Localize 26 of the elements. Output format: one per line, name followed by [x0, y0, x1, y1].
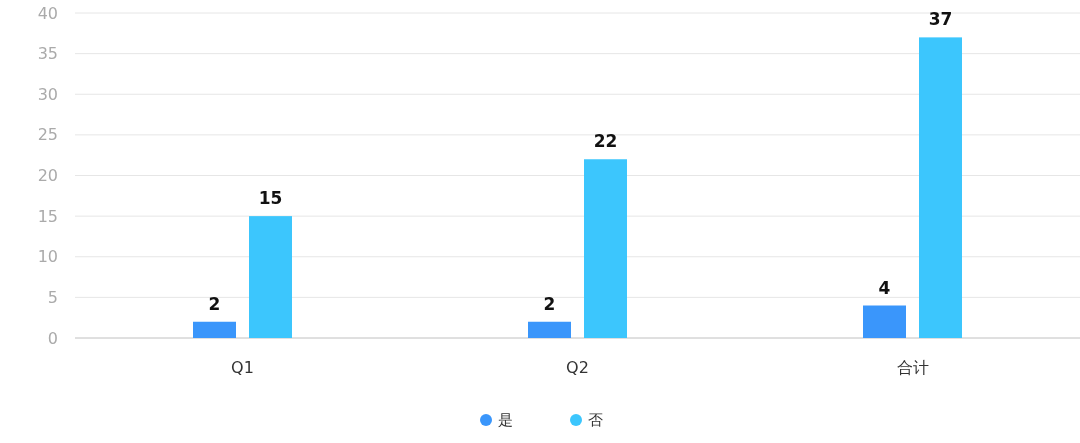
y-tick-label: 5 [47, 287, 58, 307]
legend-label: 否 [588, 411, 603, 430]
x-tick-label: 合计 [896, 358, 929, 377]
y-tick-label: 25 [37, 125, 58, 145]
y-tick-label: 10 [37, 247, 58, 267]
data-label: 37 [928, 9, 953, 30]
y-tick-label: 40 [37, 3, 58, 23]
data-label: 22 [593, 131, 618, 152]
y-tick-label: 30 [37, 84, 58, 104]
bar [863, 305, 906, 338]
bar [249, 216, 292, 338]
x-tick-label: Q1 [231, 358, 254, 377]
data-label: 4 [878, 277, 891, 298]
y-tick-label: 0 [47, 328, 58, 348]
bar [919, 37, 962, 338]
legend-label: 是 [498, 411, 513, 430]
bar [584, 159, 627, 338]
y-tick-label: 35 [37, 44, 58, 64]
data-label: 2 [543, 293, 556, 314]
data-label: 15 [258, 188, 283, 209]
data-label: 2 [208, 293, 221, 314]
y-tick-label: 15 [37, 206, 58, 226]
y-tick-label: 20 [37, 166, 58, 186]
x-tick-label: Q2 [566, 358, 589, 377]
bar [528, 321, 571, 338]
bar [193, 321, 236, 338]
